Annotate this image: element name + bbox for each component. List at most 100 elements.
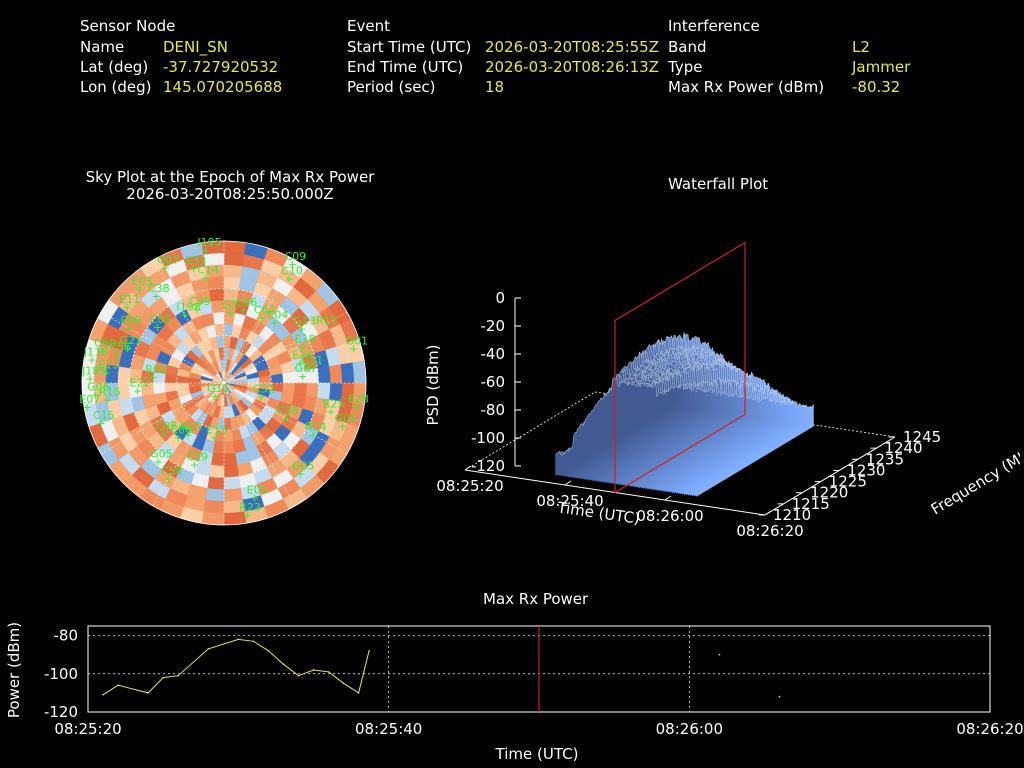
maxrx-y-label: Power (dBm) [5,622,23,718]
satellite-marker: + [210,431,219,444]
maxrx-x-tick-label: 08:26:00 [656,720,723,738]
satellite-label: C59 [186,451,208,464]
satellite-label: I195 [197,236,221,249]
waterfall-z-tick-label: -40 [481,345,506,363]
maxrx-point [282,663,285,666]
satellite-marker: + [298,370,307,383]
event-header: Event [347,17,390,35]
waterfall-time-tick [564,480,572,486]
satellite-marker: + [91,388,100,401]
maxrx-point [297,674,300,677]
satellite-label: C03 [150,313,172,326]
waterfall-time-tick-label: 08:26:00 [636,507,703,525]
satellite-marker: + [180,309,189,322]
maxrx-series-line [102,638,370,696]
satellite-label: E15 [206,423,227,436]
maxrx-point [177,674,179,677]
satellite-label: G13R17 [294,315,338,328]
satellite-marker: + [97,344,106,357]
satellite-marker: + [83,401,92,414]
satellite-label: G06 [87,380,110,393]
satellite-label: G07 [295,362,318,375]
interference-type-label: Type [668,58,703,76]
satellite-label: C06 [170,423,192,436]
waterfall-back-axis [464,391,596,471]
satellite-marker: + [281,413,290,426]
satellite-label: G21 [120,334,143,347]
skyplot-cell [223,276,241,290]
satellite-marker: + [122,301,131,314]
satellite-label: C06 [236,296,258,309]
satellite-marker: + [133,385,142,398]
satellite-label: C60 [94,336,116,349]
satellite-marker: + [174,431,183,444]
waterfall-z-tick-label: -80 [481,401,506,419]
satellite-marker: + [285,273,294,286]
skyplot-cell [223,488,243,502]
maxrx-point [147,692,149,694]
satellite-label: R14 [305,420,327,433]
waterfall-back-axis [594,391,896,438]
maxrx-point [252,640,255,643]
waterfall-z-tick-label: -60 [481,373,506,391]
maxrx-y-tick-label: -120 [44,703,78,721]
skyplot-cell [223,252,245,267]
satellite-label: C04 [267,309,289,322]
waterfall-freq-tick-label: 1215 [792,495,830,513]
skyplot-ring [176,335,272,431]
skyplot-cell [317,366,331,384]
satellite-marker: + [270,317,279,330]
event-end-value: 2026-03-20T08:26:13Z [485,58,659,76]
maxrx-x-tick-label: 08:25:40 [355,720,422,738]
satellite-label: C39 [189,295,211,308]
sensor-node-header: Sensor Node [80,17,176,35]
waterfall-z-tick-label: 0 [495,289,505,307]
waterfall-plot: 0 -20 -40 -60 -80 -100 -120 PSD (dBm) 08:25:20 08… [424,241,1020,540]
maxrx-point [368,650,370,652]
waterfall-freq-label: Frequency (MHz) [928,438,1020,518]
maxrx-isolated-point [778,695,781,698]
event-start-value: 2026-03-20T08:25:55Z [485,38,659,56]
skyplot-cell [223,441,236,455]
waterfall-slice-ridge [555,376,673,456]
satellite-marker: + [308,428,317,441]
waterfall-freq-axis [764,436,896,516]
satellite-marker: + [297,323,306,336]
event-end-label: End Time (UTC) [347,58,464,76]
maxrx-point [237,638,240,641]
satellite-label: G02 [335,412,358,425]
waterfall-z-tick-label: -120 [471,457,505,475]
interference-type-value: Jammer [852,58,911,76]
maxrx-point [327,671,330,673]
satellite-label: E09 [120,314,141,327]
maxrx-point [102,694,104,696]
sensor-lat-label: Lat (deg) [80,58,149,76]
satellite-marker: + [153,456,162,469]
satellite-label: C08 [156,420,178,433]
satellite-label: G05 [292,460,315,473]
satellite-label: E22 [130,377,151,390]
skyplot-cell [210,452,225,466]
waterfall-time-tick-label: 08:25:20 [436,477,503,495]
satellite-label: E13 [98,359,119,372]
event-start-label: Start Time (UTC) [347,38,472,56]
skyplot-cell [352,360,367,384]
maxrx-y-tick-label: -80 [54,627,79,645]
satellite-label: J185 [81,364,106,377]
skyplot-subtitle: 2026-03-20T08:25:50.000Z [126,185,334,203]
satellite-label: G1 [222,298,238,311]
maxrx-x-tick-label: 08:25:20 [54,720,121,738]
satellite-label: R23 [239,501,261,514]
satellite-label: C58 [161,465,183,478]
satellite-marker: + [201,271,210,284]
waterfall-freq-tick-label: 1220 [810,484,848,502]
satellite-marker: + [164,473,173,486]
satellite-marker: + [189,263,198,276]
skyplot-cell [203,499,225,514]
skyplot-cell [201,511,225,526]
maxrx-point [162,676,164,679]
waterfall-freq-tick-label: 1225 [829,473,867,491]
skyplot-cell [223,464,239,478]
waterfall-z-label: PSD (dBm) [424,344,442,425]
waterfall-freq-tick-label: 1210 [773,506,811,524]
